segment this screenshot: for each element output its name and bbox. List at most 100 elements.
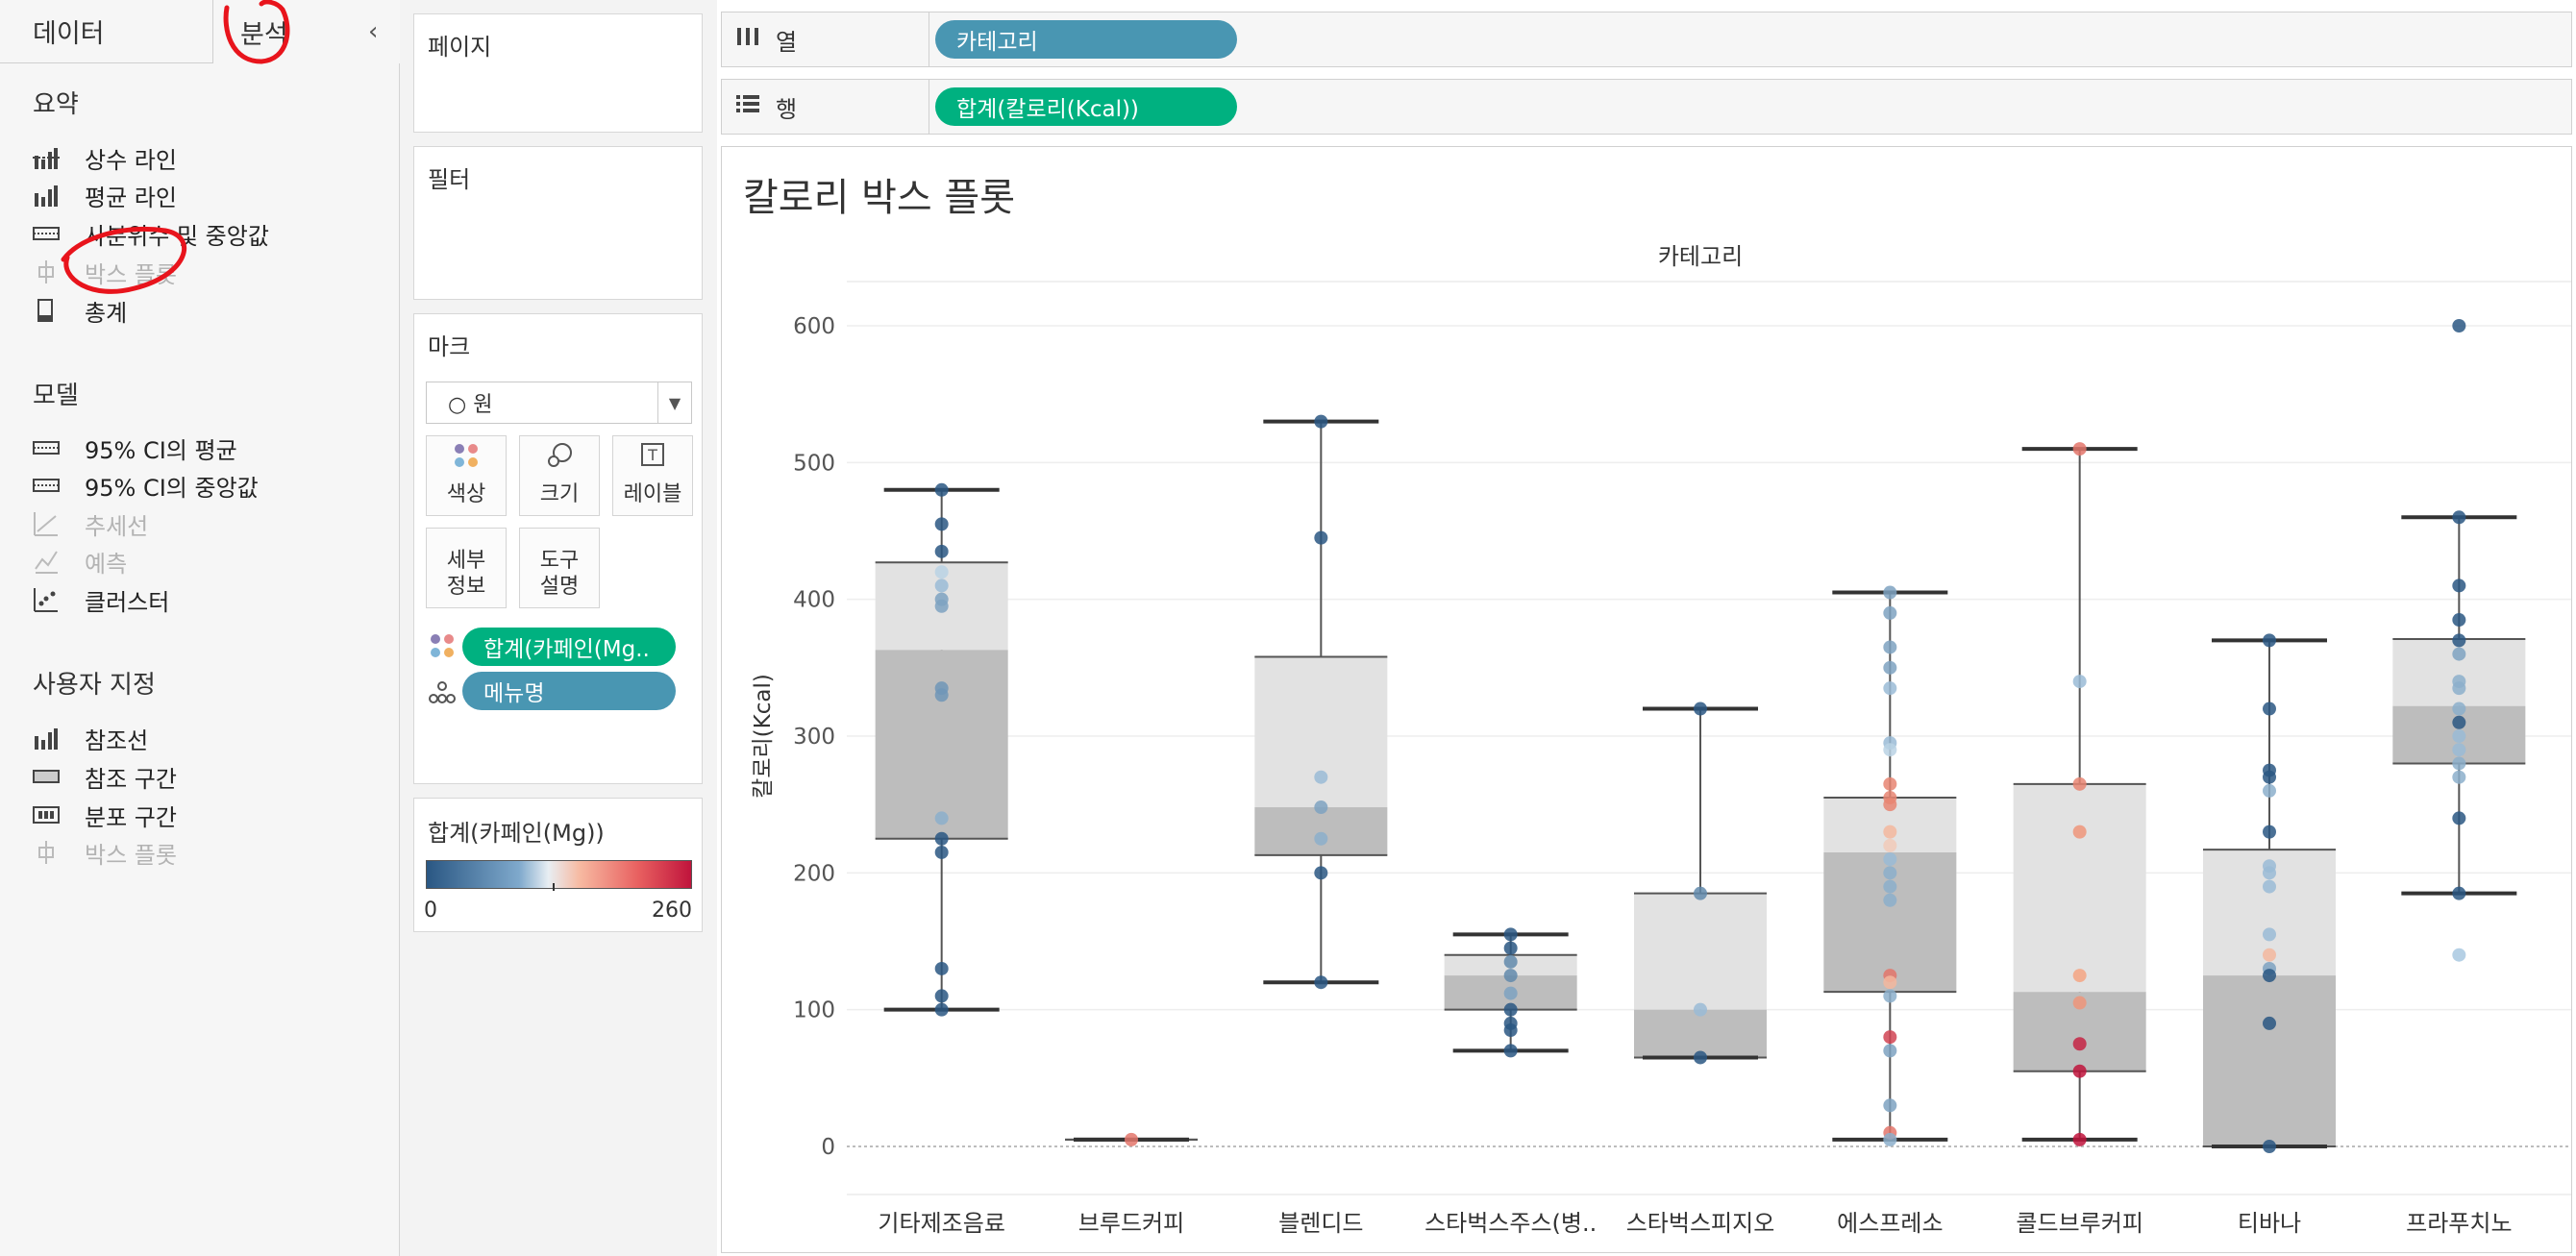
category-label: 브루드커피 (1078, 1210, 1184, 1237)
data-point (934, 1002, 949, 1017)
totals-icon (33, 297, 60, 324)
color-button[interactable]: 색상 (426, 435, 507, 516)
data-point (2072, 675, 2087, 689)
size-label: 크기 (539, 482, 580, 506)
totals-item[interactable]: 총계 (33, 293, 127, 328)
data-point (1314, 831, 1328, 846)
reference-band-icon (33, 763, 60, 790)
data-point (1314, 770, 1328, 784)
cards-column: 페이지 필터 마크 ○ 원 ▼ 색상 크기 T 레이블 세부 정보 도구 설명 … (400, 0, 717, 1256)
columns-shelf[interactable]: 열 카테고리 (721, 12, 2572, 67)
filters-card[interactable]: 필터 (413, 146, 703, 300)
data-point (1694, 702, 1707, 716)
chart-title: 칼로리 박스 플롯 (743, 176, 1016, 220)
data-point (2452, 715, 2466, 729)
tooltip-label: 도구 설명 (539, 549, 580, 599)
tooltip-button[interactable]: 도구 설명 (519, 528, 600, 608)
data-point (2452, 948, 2466, 962)
y-tick-label: 500 (793, 451, 835, 476)
columns-label: 열 (776, 28, 798, 56)
caffeine-color-pill[interactable]: 합계(카페인(Mg.. (462, 628, 676, 666)
reference-band-item[interactable]: 참조 구간 (33, 759, 177, 794)
data-point (2072, 442, 2087, 456)
rows-icon (735, 93, 760, 120)
distribution-band-label: 분포 구간 (85, 803, 177, 831)
reference-line-icon (33, 725, 60, 751)
svg-text:T: T (647, 446, 657, 464)
ci-mean-item[interactable]: 95% CI의 평균 (33, 431, 237, 465)
y-tick-label: 300 (793, 725, 835, 750)
data-point (1883, 989, 1897, 1003)
data-point (934, 482, 949, 497)
calorie-row-pill[interactable]: 합계(칼로리(Kcal)) (935, 87, 1237, 126)
label-button[interactable]: T 레이블 (612, 435, 693, 516)
cluster-icon (33, 586, 60, 613)
constant-line-item[interactable]: 상수 라인 (33, 140, 177, 175)
box-plot-item[interactable]: 박스 플롯 (33, 255, 177, 289)
data-point (2263, 770, 2276, 784)
chevron-down-icon: ▼ (657, 382, 691, 423)
ci-median-item[interactable]: 95% CI의 중앙값 (33, 468, 259, 503)
box-lower (875, 650, 1008, 839)
data-point (934, 845, 949, 859)
trend-line-item[interactable]: 추세선 (33, 506, 148, 541)
tab-analytics[interactable]: 분석 (213, 0, 400, 63)
custom-box-plot-item[interactable]: 박스 플롯 (33, 835, 177, 870)
tab-data[interactable]: 데이터 (0, 0, 213, 63)
data-point (1883, 1044, 1897, 1058)
data-point (2452, 743, 2466, 757)
ci-median-label: 95% CI의 중앙값 (85, 474, 259, 502)
data-point (2263, 948, 2276, 962)
data-point (934, 811, 949, 825)
column-header: 카테고리 (1658, 243, 1743, 270)
reference-line-item[interactable]: 참조선 (33, 721, 148, 755)
category-column-pill[interactable]: 카테고리 (935, 20, 1237, 59)
data-point (2452, 770, 2466, 784)
legend-max: 260 (652, 899, 692, 923)
data-point (2452, 729, 2466, 743)
data-point (1883, 681, 1897, 696)
section-title-summary: 요약 (33, 90, 79, 119)
data-point (1314, 530, 1328, 545)
filters-title: 필터 (428, 166, 471, 193)
cluster-item[interactable]: 클러스터 (33, 582, 169, 617)
pages-card[interactable]: 페이지 (413, 13, 703, 133)
totals-label: 총계 (85, 299, 128, 327)
trend-line-icon (33, 510, 60, 537)
data-point (2263, 1016, 2276, 1030)
category-label: 스타벅스피지오 (1626, 1210, 1775, 1237)
y-tick-label: 100 (793, 998, 835, 1023)
average-line-label: 평균 라인 (85, 184, 177, 211)
data-point (1503, 1023, 1518, 1038)
mark-type-value: ○ 원 (448, 393, 493, 417)
rows-shelf[interactable]: 행 합계(칼로리(Kcal)) (721, 79, 2572, 135)
section-title-custom: 사용자 지정 (33, 671, 156, 700)
category-label: 콜드브루커피 (2016, 1210, 2143, 1237)
data-point (1883, 798, 1897, 812)
distribution-band-item[interactable]: 분포 구간 (33, 798, 177, 832)
constant-line-label: 상수 라인 (85, 146, 177, 174)
label-label: 레이블 (623, 482, 682, 506)
data-point (1503, 941, 1518, 955)
data-point (2452, 633, 2466, 648)
average-line-item[interactable]: 평균 라인 (33, 178, 177, 212)
distribution-band-icon (33, 801, 60, 828)
data-point (1314, 866, 1328, 880)
chevron-left-icon[interactable]: ‹ (368, 17, 379, 46)
data-point (2263, 866, 2276, 880)
box-upper (1634, 893, 1767, 1010)
box-upper (1254, 656, 1388, 808)
data-point (1503, 1002, 1518, 1017)
mark-type-dropdown[interactable]: ○ 원 ▼ (426, 382, 692, 424)
forecast-item[interactable]: 예측 (33, 544, 127, 579)
y-tick-label: 0 (821, 1135, 835, 1160)
data-point (934, 961, 949, 975)
data-point (2263, 927, 2276, 942)
data-point (2263, 702, 2276, 716)
box-plot-label: 박스 플롯 (85, 260, 177, 288)
detail-button[interactable]: 세부 정보 (426, 528, 507, 608)
average-line-icon (33, 182, 60, 209)
size-button[interactable]: 크기 (519, 435, 600, 516)
menu-name-pill[interactable]: 메뉴명 (462, 672, 676, 710)
